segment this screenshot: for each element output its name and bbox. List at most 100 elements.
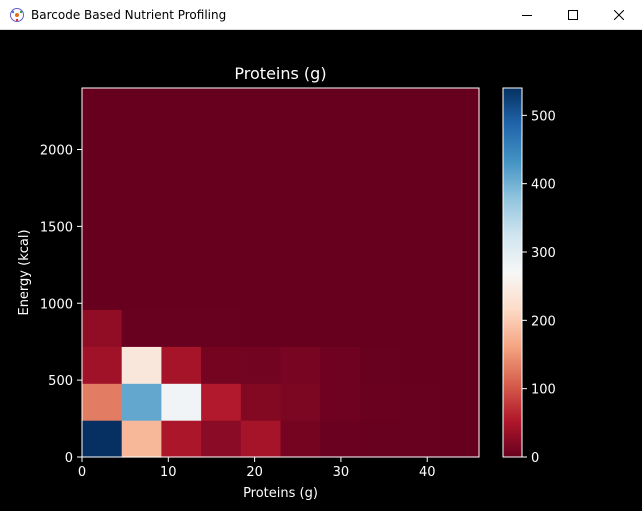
close-button[interactable] (596, 0, 642, 30)
heatmap-cell (359, 346, 401, 384)
x-axis: 0 10 20 30 40 (78, 457, 436, 480)
heatmap-cell (240, 124, 282, 163)
close-icon (614, 10, 624, 20)
heatmap-cell (280, 235, 321, 274)
heatmap-cell (439, 420, 480, 458)
heatmap-cell (121, 309, 162, 347)
heatmap-cell (121, 272, 162, 310)
heatmap-cell (82, 198, 123, 237)
heatmap-cells (82, 88, 480, 458)
heatmap-cell (82, 383, 123, 421)
heatmap-cell (82, 235, 123, 274)
heatmap-cell (201, 346, 242, 384)
heatmap-cell (201, 124, 242, 163)
heatmap-cell (240, 88, 282, 126)
y-tick-label: 1000 (40, 297, 73, 312)
heatmap-cell (82, 420, 123, 458)
window-title: Barcode Based Nutrient Profiling (31, 8, 227, 22)
heatmap-cell (439, 198, 480, 237)
chart-title: Proteins (g) (234, 64, 326, 83)
heatmap-cell (399, 88, 440, 126)
heatmap-cell (399, 309, 440, 347)
x-tick-label: 10 (160, 465, 177, 480)
heatmap-cell (320, 346, 361, 384)
heatmap-cell (161, 235, 202, 274)
heatmap-cell (121, 235, 162, 274)
heatmap-cell (359, 88, 401, 126)
heatmap-cell (82, 272, 123, 310)
window-titlebar: Barcode Based Nutrient Profiling (0, 0, 642, 30)
heatmap-cell (320, 198, 361, 237)
heatmap-cell (320, 88, 361, 126)
heatmap-cell (201, 161, 242, 200)
heatmap-cell (161, 272, 202, 310)
colorbar-tick-label: 100 (531, 383, 556, 398)
heatmap-cell (82, 161, 123, 200)
heatmap-cell (439, 88, 480, 126)
heatmap-cell (280, 198, 321, 237)
colorbar (502, 87, 523, 458)
colorbar-tick-label: 400 (531, 178, 556, 193)
x-tick-label: 30 (333, 465, 350, 480)
heatmap-cell (280, 309, 321, 347)
heatmap-cell (320, 309, 361, 347)
heatmap-cell (161, 420, 202, 458)
heatmap-cell (439, 124, 480, 163)
heatmap-cell (280, 161, 321, 200)
x-axis-label: Proteins (g) (243, 486, 318, 501)
heatmap-cell (399, 161, 440, 200)
heatmap-cell (280, 346, 321, 384)
heatmap-cell (320, 272, 361, 310)
heatmap-cell (399, 420, 440, 458)
heatmap-cell (359, 309, 401, 347)
heatmap-cell (399, 198, 440, 237)
heatmap-cell (439, 346, 480, 384)
minimize-button[interactable] (504, 0, 550, 30)
heatmap-cell (320, 124, 361, 163)
colorbar-tick-label: 500 (531, 109, 556, 124)
colorbar-tick-label: 200 (531, 314, 556, 329)
heatmap-cell (201, 383, 242, 421)
heatmap-cell (240, 272, 282, 310)
heatmap-cell (359, 124, 401, 163)
plot-area: 0 10 20 30 40 0 500 1000 1500 2000 Proteins (g) … (0, 30, 642, 511)
heatmap-cell (240, 309, 282, 347)
heatmap-cell (240, 420, 282, 458)
heatmap-cell (280, 420, 321, 458)
x-tick-label: 20 (246, 465, 263, 480)
colorbar-tick-label: 0 (531, 451, 539, 466)
y-tick-label: 0 (65, 451, 73, 466)
heatmap-cell (201, 235, 242, 274)
x-tick-label: 40 (419, 465, 436, 480)
heatmap-cell (399, 124, 440, 163)
heatmap-cell (82, 88, 123, 126)
heatmap-cell (201, 198, 242, 237)
heatmap-cell (320, 383, 361, 421)
heatmap-cell (240, 198, 282, 237)
maximize-button[interactable] (550, 0, 596, 30)
maximize-icon (568, 10, 578, 20)
heatmap-cell (439, 235, 480, 274)
plot-frame (81, 87, 480, 458)
y-tick-label: 500 (48, 374, 73, 389)
heatmap-cell (439, 161, 480, 200)
heatmap-cell (121, 383, 162, 421)
heatmap-cell (121, 346, 162, 384)
heatmap-cell (161, 309, 202, 347)
heatmap-cell (280, 383, 321, 421)
heatmap-cell (82, 124, 123, 163)
heatmap-cell (121, 161, 162, 200)
heatmap-cell (121, 88, 162, 126)
heatmap-cell (399, 272, 440, 310)
heatmap-cell (240, 346, 282, 384)
heatmap-cell (161, 383, 202, 421)
heatmap-cell (240, 383, 282, 421)
heatmap-cell (439, 383, 480, 421)
heatmap-cell (359, 235, 401, 274)
heatmap-cell (161, 124, 202, 163)
heatmap-cell (161, 161, 202, 200)
heatmap-cell (201, 309, 242, 347)
app-icon (10, 8, 24, 22)
heatmap-cell (399, 383, 440, 421)
heatmap-cell (359, 272, 401, 310)
